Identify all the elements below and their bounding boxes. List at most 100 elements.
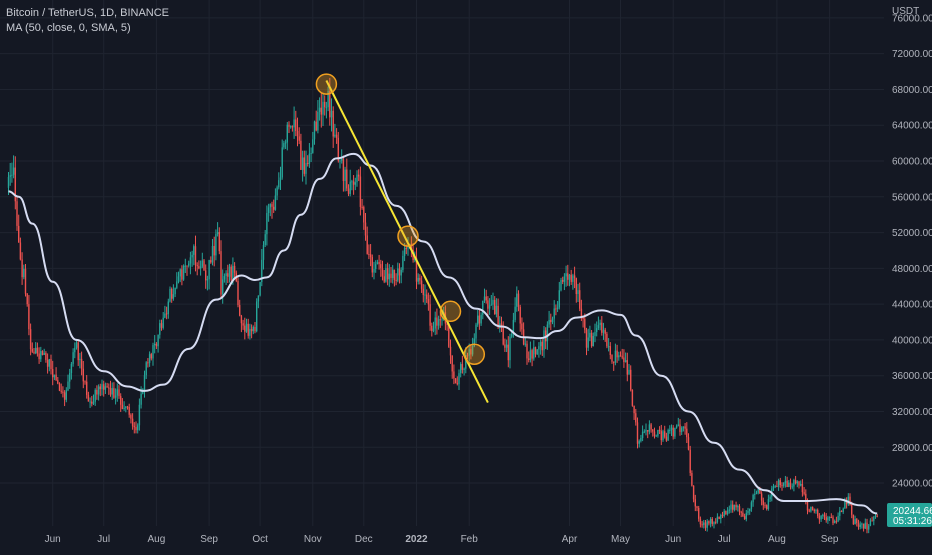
candle-up <box>79 358 81 361</box>
candle-up <box>351 181 353 183</box>
y-tick-label: 68000.00 <box>892 85 932 96</box>
candle-up <box>312 139 314 153</box>
x-tick-label: Jun <box>665 534 681 545</box>
candle-down <box>366 235 368 254</box>
candle-down <box>244 325 246 332</box>
candle-down <box>383 276 385 282</box>
y-tick-label: 44000.00 <box>892 300 932 311</box>
candle-up <box>874 515 877 518</box>
candle-up <box>645 430 647 432</box>
candle-up <box>376 262 379 265</box>
candle-up <box>536 349 538 355</box>
trendline-drawing[interactable] <box>315 73 489 403</box>
candle-down <box>521 323 523 330</box>
candle-up <box>475 324 477 339</box>
candle-down <box>478 315 481 324</box>
candle-up <box>473 338 475 347</box>
candle-down <box>448 325 450 347</box>
candle-up <box>788 482 790 488</box>
candle-down <box>852 514 855 525</box>
trendline-touch-marker[interactable] <box>463 343 486 365</box>
candle-down <box>230 266 232 281</box>
price-axis-unit: USDT <box>892 6 919 17</box>
candle-down <box>762 500 764 506</box>
symbol-title[interactable]: Bitcoin / TetherUS, 1D, BINANCE <box>6 7 170 19</box>
candle-down <box>181 269 183 280</box>
x-tick-label: May <box>611 534 630 545</box>
candle-down <box>233 265 236 273</box>
candle-up <box>675 425 678 428</box>
candle-down <box>203 260 205 271</box>
candle-down <box>449 346 452 356</box>
candle-up <box>643 431 645 433</box>
candle-up <box>793 480 795 487</box>
candle-up <box>796 481 798 484</box>
candle-up <box>310 152 312 154</box>
candle-up <box>492 299 494 305</box>
indicator-title[interactable]: MA (50, close, 0, SMA, 5) <box>6 22 131 34</box>
candle-up <box>284 142 287 144</box>
candle-up <box>385 268 387 282</box>
candle-down <box>609 346 611 356</box>
candle-up <box>157 334 159 347</box>
candle-down <box>601 322 603 333</box>
trendline-touch-marker[interactable] <box>315 73 338 95</box>
candle-down <box>371 257 373 273</box>
candle-down <box>300 140 302 170</box>
trendline-touch-marker[interactable] <box>397 225 419 247</box>
candle-up <box>274 195 277 210</box>
candle-down <box>470 349 472 355</box>
candle-down <box>28 304 30 330</box>
candle-down <box>759 489 761 494</box>
candle-up <box>278 180 280 188</box>
candle-up <box>640 437 642 442</box>
y-tick-label: 48000.00 <box>892 264 932 275</box>
candle-up <box>505 344 508 348</box>
candle-down <box>567 273 569 280</box>
candle-down <box>359 176 362 207</box>
price-axis[interactable]: USDT 24000.00 28000.00 32000.00 36000.00 400… <box>892 6 932 490</box>
candle-down <box>619 355 622 357</box>
candle-up <box>290 126 292 128</box>
candle-up <box>191 254 193 258</box>
time-axis[interactable]: Jun Jul Aug Sep Oct Nov Dec 2022 Feb Apr May Jun Jul… <box>45 534 839 545</box>
candle-up <box>228 266 231 277</box>
candle-down <box>694 499 696 507</box>
candle-up <box>313 121 316 140</box>
candle-down <box>335 134 338 138</box>
candle-up <box>465 355 467 369</box>
candle-down <box>131 418 134 427</box>
candle-down <box>801 483 804 493</box>
candle-up <box>441 319 443 321</box>
candle-down <box>504 344 506 348</box>
candle-down <box>738 506 741 512</box>
candle-down <box>621 356 623 358</box>
candle-down <box>21 259 23 278</box>
candle-up <box>553 308 555 319</box>
candle-down <box>805 493 807 501</box>
x-tick-label: Oct <box>252 534 268 545</box>
candle-up <box>745 513 747 520</box>
candle-up <box>397 268 399 281</box>
candle-up <box>434 317 436 329</box>
candle-down <box>684 426 686 429</box>
candle-down <box>764 505 766 507</box>
candle-up <box>276 187 278 196</box>
candle-down <box>845 500 848 505</box>
y-tick-label: 56000.00 <box>892 192 932 203</box>
candle-up <box>432 328 435 332</box>
candle-up <box>182 265 185 280</box>
candle-up <box>847 496 849 505</box>
candle-up <box>667 429 669 441</box>
trendline[interactable] <box>325 80 489 403</box>
candle-up <box>587 337 589 348</box>
candle-up <box>837 515 839 522</box>
candle-up <box>828 516 831 518</box>
candle-up <box>490 304 492 306</box>
candle-up <box>216 232 219 235</box>
trendline-touch-marker[interactable] <box>439 300 462 323</box>
candle-down <box>550 319 552 323</box>
candle-up <box>48 359 50 367</box>
